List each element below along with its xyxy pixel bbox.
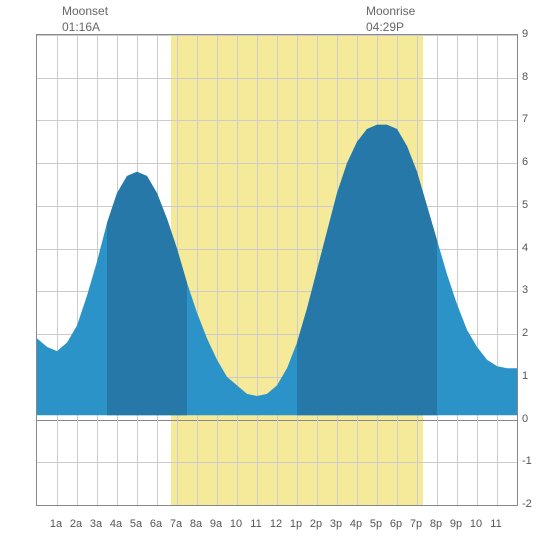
moonset-title: Moonset [62,4,108,18]
moonset-time: 01:16A [62,20,100,34]
xtick-label: 8p [430,518,442,530]
xtick-label: 8a [190,518,202,530]
plot-area [36,34,518,506]
ytick-label: 8 [522,71,546,83]
xtick-label: 4p [350,518,362,530]
xtick-label: 12 [270,518,282,530]
xtick-label: 5p [370,518,382,530]
ytick-label: 7 [522,113,546,125]
moonrise-label: Moonrise 04:29P [366,4,415,35]
xtick-label: 6a [150,518,162,530]
ytick-label: 3 [522,284,546,296]
ytick-label: 9 [522,28,546,40]
xtick-label: 1a [50,518,62,530]
ytick-label: 4 [522,242,546,254]
xtick-label: 5a [130,518,142,530]
xtick-label: 11 [250,518,261,530]
ytick-label: 6 [522,156,546,168]
moonrise-time: 04:29P [366,20,404,34]
moonrise-title: Moonrise [366,4,415,18]
xtick-label: 7a [170,518,182,530]
ytick-label: 5 [522,199,546,211]
ytick-label: 1 [522,370,546,382]
tide-chart: Moonset01:16AMoonrise04:29P-2-1012345678… [0,0,550,550]
tide-area-front-1 [297,125,437,416]
xtick-label: 6p [390,518,402,530]
xtick-label: 2p [310,518,322,530]
xtick-label: 9p [450,518,462,530]
ytick-label: 2 [522,327,546,339]
ytick-label: -2 [522,498,546,510]
xtick-label: 3p [330,518,342,530]
xtick-label: 3a [90,518,102,530]
xtick-label: 4a [110,518,122,530]
xtick-label: 1p [290,518,302,530]
xtick-label: 7p [410,518,422,530]
tide-area-front-0 [107,172,187,416]
tide-curve [37,35,517,505]
moonset-label: Moonset 01:16A [62,4,108,35]
xtick-label: 11 [490,518,501,530]
ytick-label: 0 [522,413,546,425]
xtick-label: 9a [210,518,222,530]
xtick-label: 10 [230,518,242,530]
gridline-h [37,505,517,506]
xtick-label: 10 [470,518,482,530]
ytick-label: -1 [522,455,546,467]
xtick-label: 2a [70,518,82,530]
